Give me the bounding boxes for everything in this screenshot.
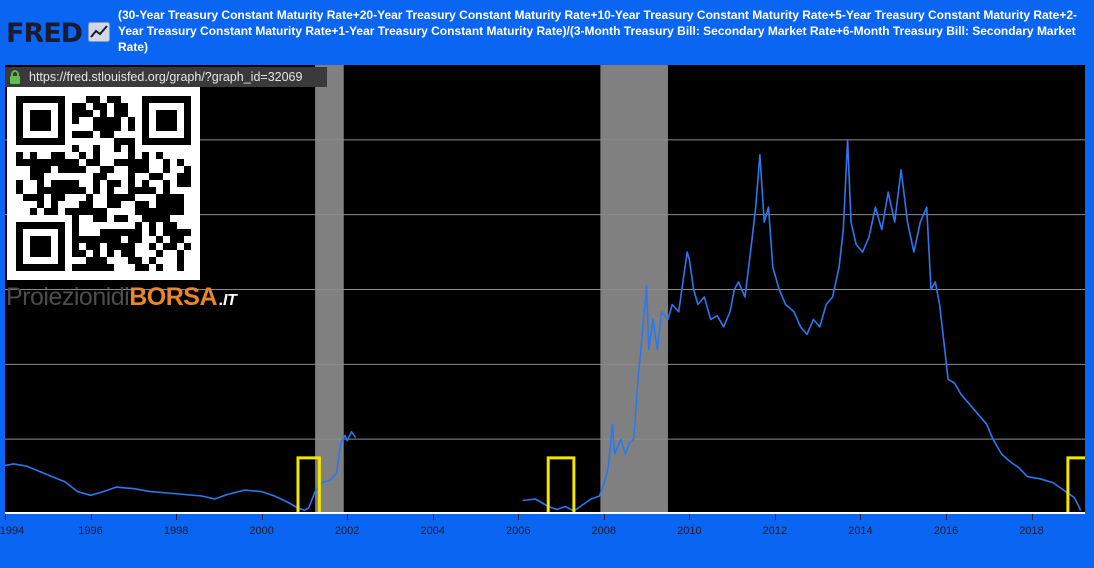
x-tick <box>774 514 776 520</box>
x-tick-label: 2000 <box>249 525 274 537</box>
x-tick <box>1031 514 1033 520</box>
chart-title: (30-Year Treasury Constant Maturity Rate… <box>118 8 1078 54</box>
qr-code-icon <box>7 87 200 280</box>
series-line <box>5 430 357 512</box>
x-tick-label: 1998 <box>163 525 189 537</box>
x-tick <box>5 514 6 520</box>
x-tick-label: 1994 <box>0 525 25 537</box>
lock-icon <box>10 70 20 84</box>
x-tick-label: 2016 <box>933 525 959 537</box>
x-tick <box>261 514 263 520</box>
x-tick <box>90 514 92 520</box>
x-tick-label: 2008 <box>591 525 617 537</box>
x-tick-label: 2014 <box>848 525 873 537</box>
watermark-part1: Proiezionidi <box>6 283 130 311</box>
x-tick-label: 1996 <box>78 525 103 537</box>
watermark-part3: .IT <box>219 292 237 309</box>
x-tick-label: 2010 <box>677 525 702 537</box>
fred-logo[interactable]: FRED <box>6 18 83 49</box>
chart-svg <box>5 65 1085 514</box>
x-tick <box>347 514 349 520</box>
x-tick <box>432 514 434 520</box>
highlight-box <box>1066 456 1085 514</box>
x-tick <box>689 514 691 520</box>
x-tick-label: 2018 <box>1019 525 1044 537</box>
x-axis: 1994 1996 1998 2000 2002 2004 2006 2008 2010 2012… <box>0 514 1094 544</box>
x-tick-label: 2002 <box>334 525 360 537</box>
x-tick <box>603 514 605 520</box>
highlight-box <box>296 456 321 514</box>
qr-code-graphic <box>16 96 191 271</box>
watermark-logo: ProiezionidiBORSA .IT <box>6 283 237 312</box>
watermark-part2: BORSA <box>129 283 218 311</box>
url-bar[interactable]: https://fred.stlouisfed.org/graph/?graph… <box>5 67 327 87</box>
header: FRED (30-Year Treasury Constant Maturity… <box>0 0 1094 62</box>
x-tick-label: 2012 <box>762 525 788 537</box>
highlight-box <box>546 456 576 514</box>
x-tick <box>860 514 862 520</box>
chart-line-icon <box>88 22 110 42</box>
x-tick-label: 2004 <box>420 525 445 537</box>
series-line <box>522 139 1082 512</box>
x-tick <box>518 514 520 520</box>
x-tick <box>945 514 947 520</box>
url-text[interactable]: https://fred.stlouisfed.org/graph/?graph… <box>29 70 303 84</box>
x-tick <box>176 514 178 520</box>
x-tick-label: 2006 <box>506 525 531 537</box>
